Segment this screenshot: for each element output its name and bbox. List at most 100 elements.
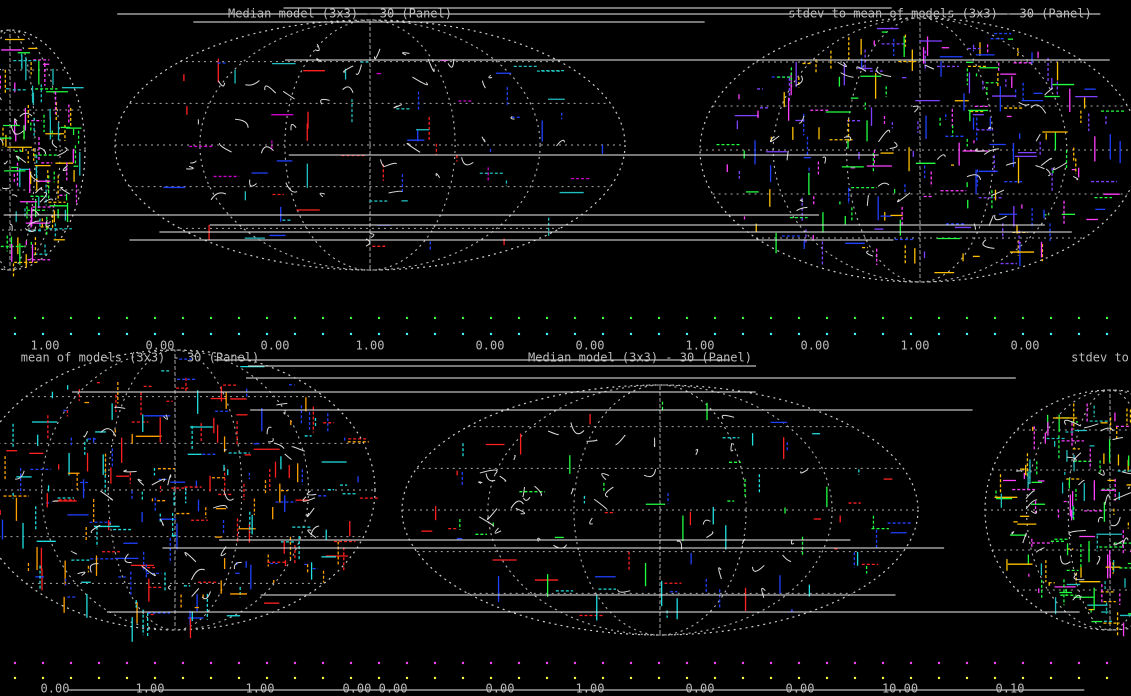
coastline xyxy=(15,155,27,163)
panel-title: stdev to xyxy=(1071,351,1129,365)
colorbar-dot xyxy=(265,332,269,336)
coastline xyxy=(936,154,946,160)
coastline xyxy=(32,209,41,216)
colorbar-dot xyxy=(125,676,129,680)
globe xyxy=(984,389,1131,637)
coastline xyxy=(866,194,869,206)
coastline xyxy=(513,454,516,461)
colorbar-dot xyxy=(881,676,885,680)
colorbar-dot xyxy=(13,661,17,665)
coastline xyxy=(1122,537,1129,547)
colorbar-dot xyxy=(265,676,269,680)
colorbar-label: 0.00 xyxy=(1011,339,1040,353)
colorbar-dot xyxy=(937,676,941,680)
coastline xyxy=(1016,470,1023,473)
coastline xyxy=(800,468,809,474)
coastline xyxy=(798,115,805,124)
colorbar-dot xyxy=(1077,316,1081,320)
coastline xyxy=(267,437,274,443)
coastline xyxy=(141,565,156,577)
coastline xyxy=(601,473,610,480)
panel-title: stdev to mean of models (3x3) - 30 (Pane… xyxy=(788,7,1091,21)
colorbar-dot xyxy=(405,316,409,320)
colorbar-label: 0.00 xyxy=(146,339,175,353)
coastline xyxy=(878,129,891,143)
coastline xyxy=(481,80,486,89)
colorbar-dot xyxy=(125,332,129,336)
colorbar-dot xyxy=(517,661,521,665)
graticule xyxy=(107,349,243,631)
colorbar-label: 0.00 xyxy=(486,682,515,696)
coastline xyxy=(393,104,403,109)
colorbar-dot xyxy=(489,661,493,665)
coastline xyxy=(190,568,205,581)
coastline xyxy=(245,80,260,86)
coastline xyxy=(1110,516,1121,527)
colorbar-label: 1.00 xyxy=(136,682,165,696)
colorbar-dot xyxy=(965,316,969,320)
coastline xyxy=(522,496,531,501)
coastline xyxy=(790,539,795,545)
coastline xyxy=(1030,510,1038,514)
panel-title: Median model (3x3) - 30 (Panel) xyxy=(528,351,752,365)
graticule xyxy=(573,384,747,636)
colorbar-dot xyxy=(265,316,269,320)
coastline xyxy=(837,61,847,68)
coastline xyxy=(1113,492,1131,501)
coastline xyxy=(912,105,919,113)
colorbar-dot xyxy=(937,332,941,336)
coastline xyxy=(1005,162,1017,166)
colorbar-dot xyxy=(993,316,997,320)
colorbar-dot xyxy=(41,316,45,320)
colorbar-dot xyxy=(1021,332,1025,336)
coastline xyxy=(51,139,58,149)
colorbar-dot xyxy=(685,661,689,665)
colorbar-dot xyxy=(321,661,325,665)
coastline xyxy=(306,507,315,518)
colorbar-dot xyxy=(405,676,409,680)
coastline xyxy=(369,233,375,239)
coastline xyxy=(510,500,524,509)
colorbar-dot xyxy=(601,332,605,336)
colorbar-dot xyxy=(97,316,101,320)
coastline xyxy=(556,139,566,147)
coastline xyxy=(379,159,385,167)
coastline xyxy=(384,162,397,168)
coastline xyxy=(39,192,48,203)
colorbar-dot xyxy=(741,332,745,336)
colorbar-dot xyxy=(349,676,353,680)
coastline xyxy=(822,156,827,164)
colorbar-dot xyxy=(573,676,577,680)
colorbar-dot xyxy=(769,332,773,336)
coastline xyxy=(167,474,172,486)
coastline xyxy=(843,136,852,142)
coastline xyxy=(1121,471,1131,475)
coastline xyxy=(89,563,99,573)
colorbar-dot xyxy=(97,676,101,680)
colorbar-dot xyxy=(293,316,297,320)
coastline xyxy=(796,206,808,212)
coastline xyxy=(52,500,59,502)
colorbar-dot xyxy=(909,332,913,336)
colorbar-dot xyxy=(601,316,605,320)
coastline xyxy=(1113,540,1124,546)
coastline xyxy=(876,66,892,78)
coastline xyxy=(1098,469,1105,476)
colorbar-dot xyxy=(181,661,185,665)
colorbar-label: 0.00 xyxy=(686,682,715,696)
coastline xyxy=(100,490,114,501)
coastline xyxy=(90,524,101,534)
coastline xyxy=(604,486,614,498)
coastline xyxy=(1045,168,1051,177)
colorbar-dot xyxy=(461,661,465,665)
coastline xyxy=(982,239,995,249)
colorbar-dot xyxy=(405,332,409,336)
colorbar-dot xyxy=(853,676,857,680)
coastline xyxy=(186,165,194,170)
coastline xyxy=(447,59,455,68)
colorbar-dot xyxy=(853,316,857,320)
coastline xyxy=(730,443,734,452)
colorbar-dot xyxy=(209,661,213,665)
coastline xyxy=(973,223,976,230)
